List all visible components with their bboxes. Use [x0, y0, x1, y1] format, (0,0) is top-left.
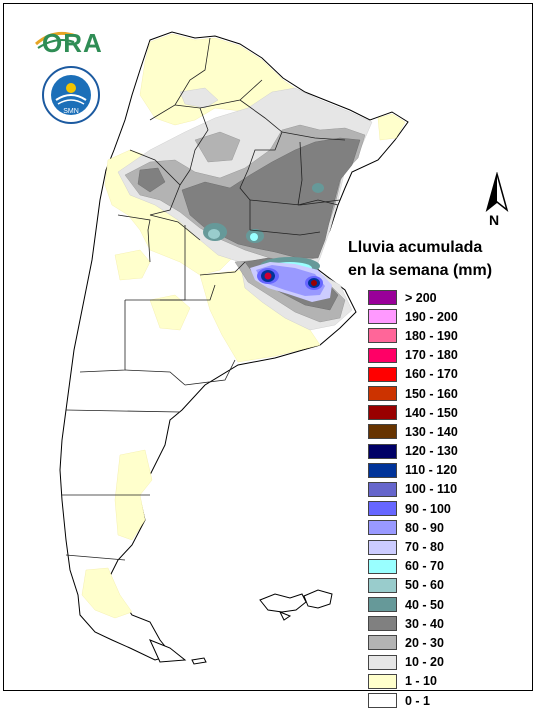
- legend-swatch: [368, 366, 397, 382]
- legend-label: 60 - 70: [405, 559, 444, 574]
- seal-abbr: SMN: [63, 108, 79, 115]
- legend-item: 120 - 130: [368, 442, 518, 461]
- ora-logo-text: ORA: [42, 28, 103, 58]
- legend: > 200 190 - 200 180 - 190 170 - 180 160 - 17…: [368, 288, 518, 710]
- legend-swatch: [368, 597, 397, 613]
- legend-item: 1 - 10: [368, 672, 518, 691]
- ora-logo-icon: [35, 31, 77, 49]
- tierra-del-fuego: [149, 639, 187, 663]
- legend-label: 100 - 110: [405, 482, 458, 497]
- legend-label: 170 - 180: [405, 348, 458, 363]
- legend-item: > 200: [368, 288, 518, 307]
- legend-item: 60 - 70: [368, 557, 518, 576]
- legend-label: 10 - 20: [405, 655, 444, 670]
- legend-swatch: [368, 501, 397, 517]
- legend-title: Lluvia acumulada en la semana (mm): [348, 239, 493, 279]
- legend-swatch: [368, 577, 397, 593]
- legend-item: 180 - 190: [368, 326, 518, 345]
- legend-item: 20 - 30: [368, 633, 518, 652]
- north-arrow-icon: [485, 172, 509, 213]
- legend-label: 160 - 170: [405, 367, 458, 382]
- legend-swatch: [368, 539, 397, 555]
- legend-label: 80 - 90: [405, 520, 444, 535]
- legend-label: 140 - 150: [405, 405, 458, 420]
- legend-swatch: [368, 424, 397, 440]
- north-label: N: [489, 212, 500, 228]
- legend-swatch: [368, 347, 397, 363]
- legend-label: 70 - 80: [405, 540, 444, 555]
- legend-item: 190 - 200: [368, 307, 518, 326]
- legend-swatch: [368, 443, 397, 459]
- legend-item: 50 - 60: [368, 576, 518, 595]
- legend-label: 180 - 190: [405, 328, 458, 343]
- legend-item: 40 - 50: [368, 595, 518, 614]
- province-boundaries: [62, 37, 346, 561]
- legend-swatch: [368, 558, 397, 574]
- legend-swatch: [368, 520, 397, 536]
- legend-label: 130 - 140: [405, 424, 458, 439]
- legend-label: > 200: [405, 290, 437, 305]
- legend-item: 90 - 100: [368, 499, 518, 518]
- legend-label: 120 - 130: [405, 444, 458, 459]
- legend-swatch: [368, 616, 397, 632]
- legend-swatch: [368, 693, 397, 709]
- legend-swatch: [368, 654, 397, 670]
- legend-swatch: [368, 328, 397, 344]
- legend-label: 40 - 50: [405, 597, 444, 612]
- legend-item: 130 - 140: [368, 422, 518, 441]
- legend-item: 160 - 170: [368, 365, 518, 384]
- legend-swatch: [368, 462, 397, 478]
- legend-label: 150 - 160: [405, 386, 458, 401]
- rain-max-zone: [250, 262, 332, 302]
- smn-seal-icon: SMN: [42, 66, 100, 124]
- legend-swatch: [368, 386, 397, 402]
- legend-swatch: [368, 481, 397, 497]
- legend-label: 190 - 200: [405, 309, 458, 324]
- legend-item: 10 - 20: [368, 653, 518, 672]
- legend-item: 100 - 110: [368, 480, 518, 499]
- legend-label: 90 - 100: [405, 501, 451, 516]
- legend-item: 70 - 80: [368, 537, 518, 556]
- legend-label: 30 - 40: [405, 616, 444, 631]
- legend-label: 50 - 60: [405, 578, 444, 593]
- legend-item: 110 - 120: [368, 461, 518, 480]
- legend-item: 0 - 1: [368, 691, 518, 710]
- legend-swatch: [368, 290, 397, 306]
- legend-swatch: [368, 309, 397, 325]
- legend-swatch: [368, 635, 397, 651]
- legend-item: 30 - 40: [368, 614, 518, 633]
- legend-swatch: [368, 405, 397, 421]
- legend-label: 1 - 10: [405, 674, 437, 689]
- legend-item: 170 - 180: [368, 346, 518, 365]
- legend-item: 140 - 150: [368, 403, 518, 422]
- legend-swatch: [368, 673, 397, 689]
- isla-de-los-estados: [191, 657, 207, 665]
- legend-label: 110 - 120: [405, 463, 458, 478]
- legend-label: 20 - 30: [405, 635, 444, 650]
- legend-item: 150 - 160: [368, 384, 518, 403]
- malvinas-islands: [259, 589, 333, 621]
- legend-item: 80 - 90: [368, 518, 518, 537]
- map-frame: [3, 3, 533, 691]
